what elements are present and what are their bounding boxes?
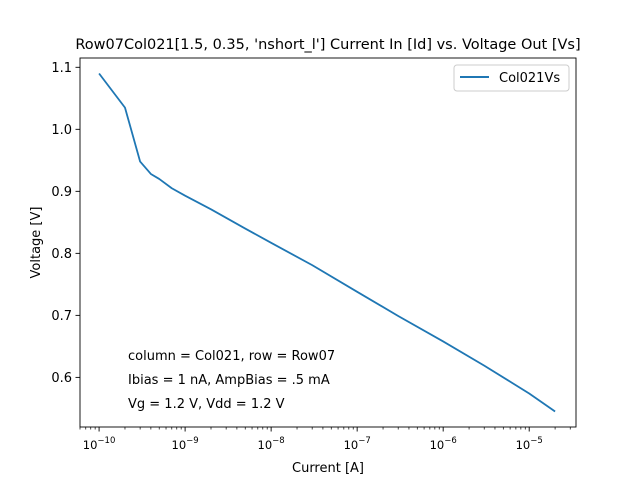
x-tick-label: 10−10 [83, 436, 116, 452]
plot-frame [79, 57, 577, 428]
y-tick-label: 0.6 [51, 371, 72, 386]
x-tick-label: 10−8 [258, 436, 285, 452]
y-tick-label: 0.8 [51, 247, 72, 262]
plot-area [80, 58, 576, 427]
y-axis-label: Voltage [V] [29, 207, 44, 279]
ticks-layer: 10−10 10−9 10−8 10−7 10−6 10−5 0.6 0.7 0.8 0.9 1.0… [51, 61, 571, 452]
annotation-line-1: column = Col021, row = Row07 [128, 349, 335, 364]
y-tick-label: 1.1 [51, 61, 72, 76]
x-tick-label: 10−5 [516, 436, 543, 452]
series-line [98, 72, 556, 413]
y-tick-label: 1.0 [51, 123, 72, 138]
x-tick-label: 10−9 [172, 436, 199, 452]
y-tick-label: 0.9 [51, 185, 72, 200]
legend-label: Col021Vs [499, 71, 560, 86]
x-axis-label: Current [A] [292, 461, 364, 476]
legend: Col021Vs [453, 64, 570, 92]
plot-layer [98, 72, 556, 413]
x-tick-label: 10−6 [430, 436, 457, 452]
chart-title: Row07Col021[1.5, 0.35, 'nshort_l'] Curre… [75, 37, 580, 53]
y-tick-label: 0.7 [51, 309, 72, 324]
annotation-line-2: Ibias = 1 nA, AmpBias = .5 mA [128, 373, 330, 388]
x-tick-label: 10−7 [344, 436, 371, 452]
legend-box [453, 64, 570, 92]
annotation-line-3: Vg = 1.2 V, Vdd = 1.2 V [128, 397, 285, 412]
